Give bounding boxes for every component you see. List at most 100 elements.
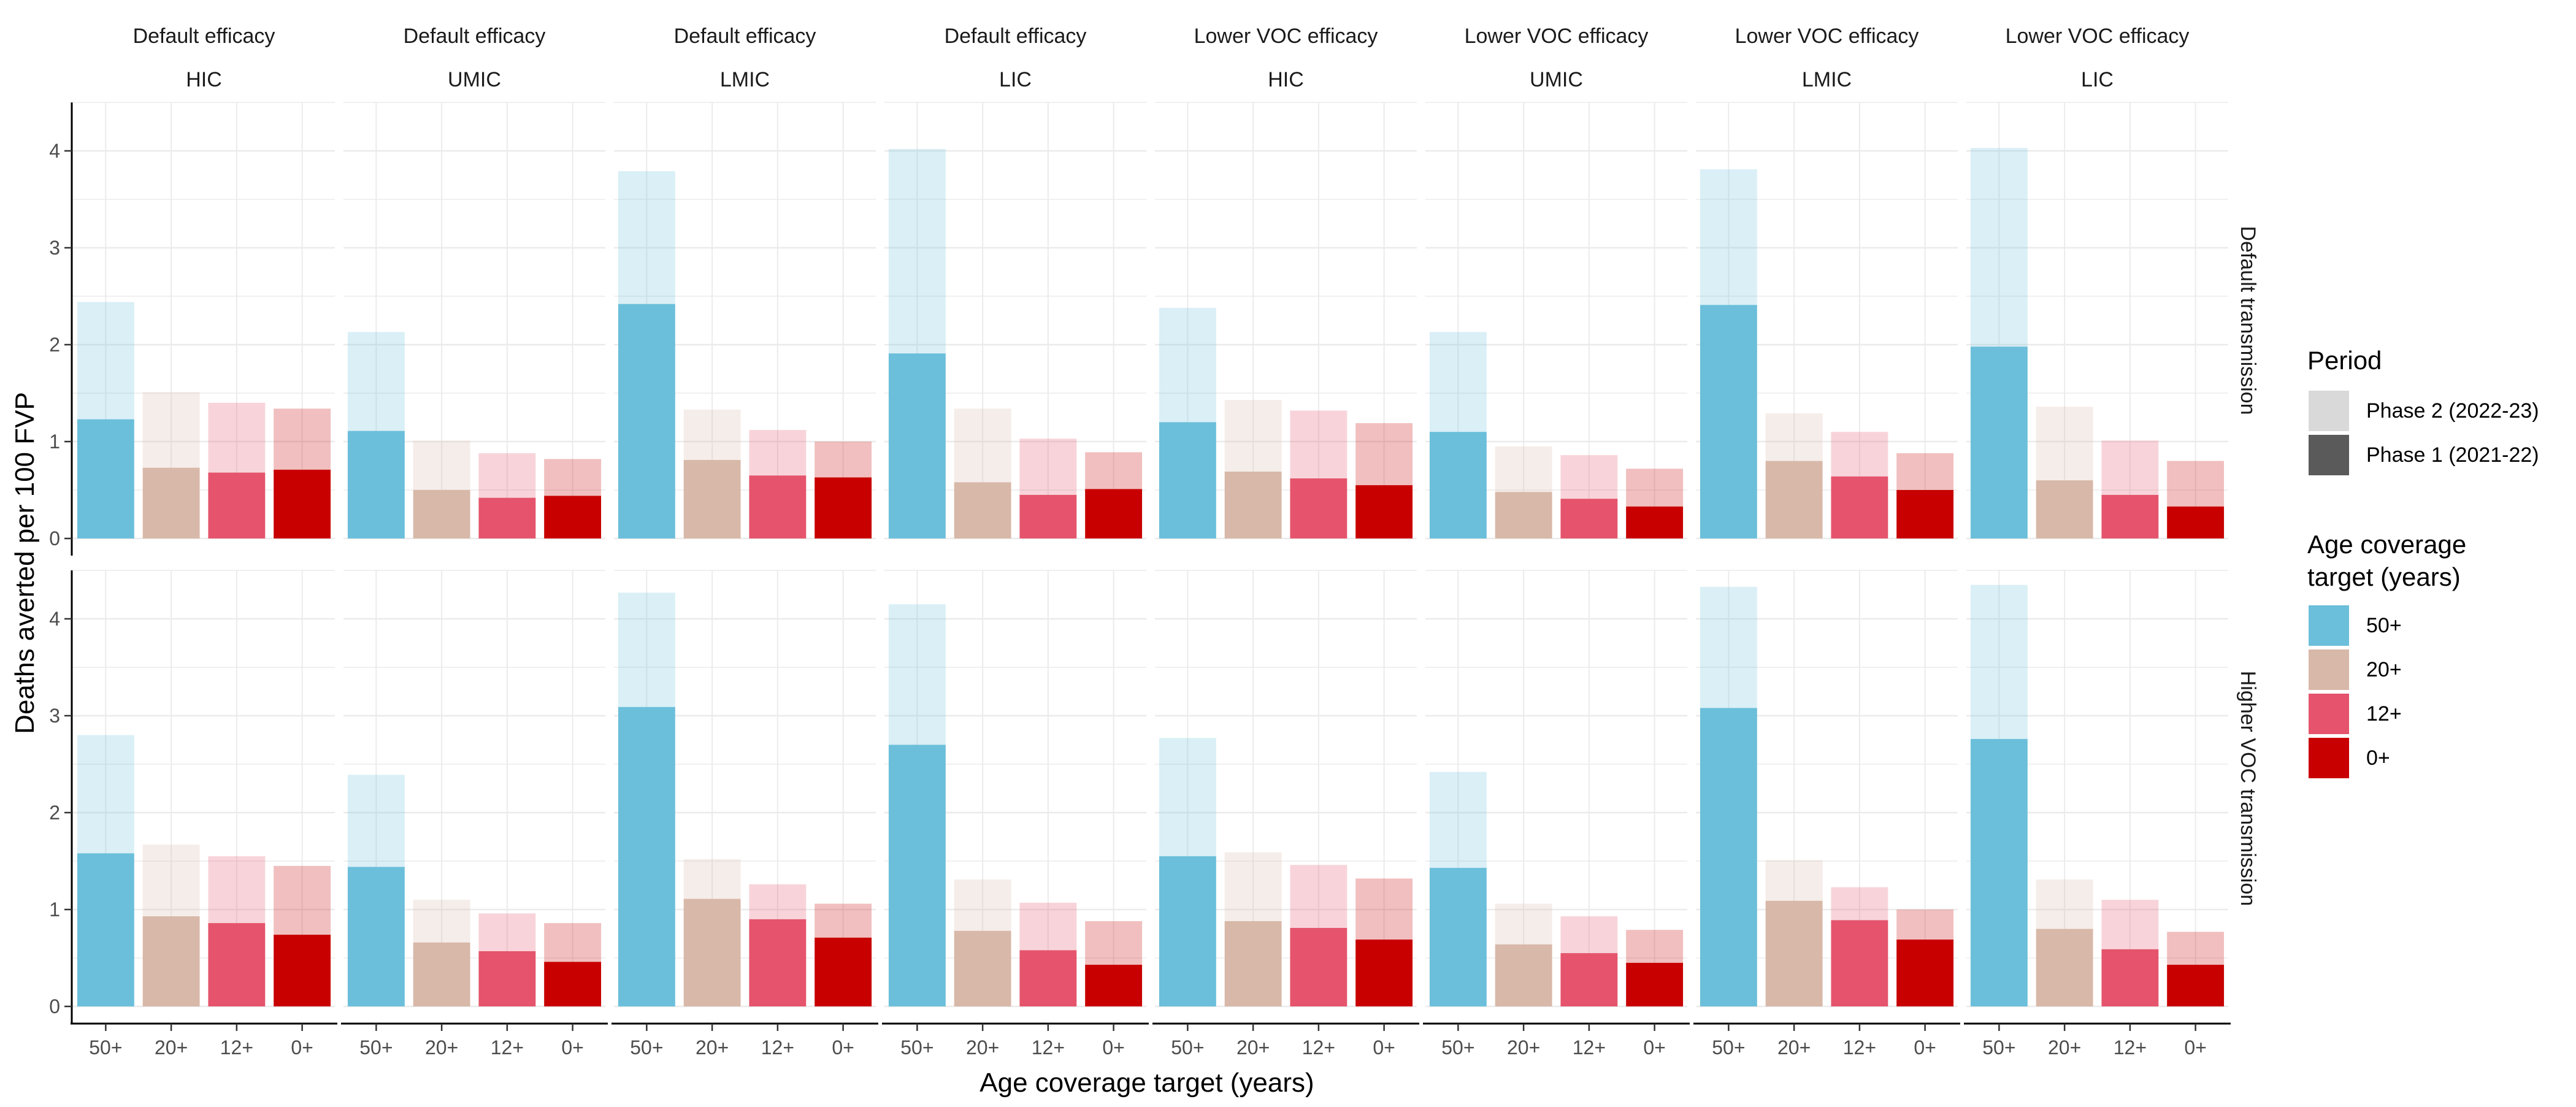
bar-phase1-20+ [413, 490, 470, 538]
bar-phase2-12+ [1290, 865, 1347, 929]
bar-phase2-12+ [478, 453, 536, 498]
x-tick-label: 50+ [630, 1036, 663, 1059]
bar-phase2-12+ [749, 884, 807, 919]
row-facet-label: Higher VOC transmission [2236, 671, 2260, 906]
bar-phase2-20+ [1495, 446, 1552, 492]
bar-phase1-50+ [347, 867, 405, 1006]
facet-label-income: UMIC [1530, 68, 1583, 91]
x-tick-label: 50+ [900, 1036, 933, 1059]
bar-phase2-20+ [142, 392, 200, 468]
bar-phase2-20+ [954, 879, 1011, 931]
bar-phase2-50+ [77, 735, 134, 854]
bar-phase1-50+ [1970, 738, 2028, 1006]
bar-phase1-12+ [749, 475, 807, 538]
bar-phase2-0+ [2167, 932, 2225, 965]
bar-phase1-50+ [1429, 432, 1487, 538]
bar-phase2-12+ [208, 856, 266, 924]
bar-phase1-20+ [413, 942, 470, 1006]
bar-phase1-12+ [1290, 928, 1347, 1006]
bar-phase1-12+ [2101, 949, 2159, 1006]
bar-phase2-12+ [208, 402, 266, 473]
bar-phase2-0+ [815, 903, 872, 938]
x-tick-label: 12+ [491, 1036, 524, 1059]
facet-label-income: LIC [999, 68, 1032, 91]
y-tick-label: 4 [49, 140, 60, 162]
bar-phase1-0+ [1626, 506, 1684, 538]
legend-period-label: Phase 2 (2022-23) [2366, 399, 2539, 423]
bar-phase1-0+ [1626, 962, 1684, 1006]
x-tick-label: 12+ [761, 1036, 794, 1059]
bar-phase2-50+ [1970, 584, 2028, 739]
x-tick-label: 12+ [1302, 1036, 1335, 1059]
x-axis-title: Age coverage target (years) [979, 1068, 1314, 1098]
legend-period-label: Phase 1 (2021-22) [2366, 443, 2539, 467]
legend-age-swatch [2309, 605, 2349, 646]
bar-phase1-20+ [142, 916, 200, 1006]
bar-phase2-50+ [1429, 772, 1487, 868]
panel-r0-c3 [884, 102, 1146, 540]
bar-phase2-12+ [1831, 432, 1888, 477]
legend-age-swatch [2309, 694, 2349, 734]
bar-phase1-0+ [1896, 490, 1954, 538]
bar-phase2-20+ [683, 409, 741, 461]
panel-r1-c3 [884, 570, 1146, 1008]
x-tick-label: 50+ [359, 1036, 393, 1059]
x-tick-label: 50+ [1171, 1036, 1204, 1059]
x-tick-label: 50+ [1982, 1036, 2015, 1059]
bar-phase1-12+ [1019, 494, 1077, 538]
facet-label-efficacy: Lower VOC efficacy [1465, 25, 1649, 48]
bar-phase2-12+ [2101, 440, 2159, 495]
bar-phase1-50+ [618, 707, 675, 1006]
bar-phase2-50+ [1700, 586, 1757, 708]
x-tick-label: 20+ [155, 1036, 188, 1059]
bar-phase2-20+ [1765, 860, 1823, 901]
y-tick-label: 4 [49, 608, 60, 630]
bar-phase2-50+ [888, 604, 946, 745]
bar-phase1-12+ [2101, 494, 2159, 538]
bar-phase2-0+ [1355, 423, 1413, 486]
bar-phase2-12+ [1831, 887, 1888, 921]
x-tick-label: 20+ [2048, 1036, 2081, 1059]
legend-age-label: 12+ [2366, 702, 2402, 726]
bar-phase1-0+ [544, 962, 602, 1006]
x-tick-label: 50+ [1441, 1036, 1474, 1059]
bar-phase2-0+ [815, 442, 872, 478]
bar-phase1-20+ [1224, 921, 1282, 1006]
bar-phase1-20+ [2036, 480, 2093, 538]
x-tick-label: 12+ [1843, 1036, 1876, 1059]
legend-period-title: Period [2307, 346, 2382, 375]
row-facet-label: Default transmission [2236, 226, 2260, 415]
y-tick-label: 1 [49, 431, 60, 453]
bar-phase2-12+ [749, 430, 807, 476]
bar-phase2-12+ [2101, 900, 2159, 949]
legend-period-swatch [2309, 391, 2349, 431]
bar-phase1-12+ [208, 472, 266, 538]
bar-phase2-50+ [1970, 148, 2028, 347]
x-tick-label: 12+ [220, 1036, 253, 1059]
x-tick-label: 0+ [1373, 1036, 1395, 1059]
bar-phase2-0+ [544, 923, 602, 962]
bar-phase1-20+ [1765, 461, 1823, 538]
bar-phase1-50+ [1700, 305, 1757, 538]
bar-phase1-50+ [347, 431, 405, 538]
bar-phase2-0+ [1626, 930, 1684, 963]
legend-age-title-line2: target (years) [2307, 562, 2461, 591]
facet-label-income: UMIC [448, 68, 501, 91]
bar-phase2-20+ [683, 859, 741, 899]
bar-phase1-0+ [1355, 939, 1413, 1006]
bar-phase2-0+ [274, 865, 331, 935]
x-tick-label: 0+ [1914, 1036, 1936, 1059]
facet-label-efficacy: Lower VOC efficacy [2006, 25, 2190, 48]
bar-phase1-20+ [142, 467, 200, 538]
bar-phase2-0+ [544, 459, 602, 496]
bar-phase1-0+ [1896, 939, 1954, 1006]
x-tick-label: 20+ [425, 1036, 458, 1059]
facet-label-efficacy: Lower VOC efficacy [1735, 25, 1919, 48]
panel-r1-c2 [614, 570, 876, 1008]
bar-phase2-12+ [1019, 902, 1077, 951]
bar-phase1-50+ [77, 853, 134, 1006]
bar-phase2-20+ [2036, 407, 2093, 481]
legend-age-label: 0+ [2366, 746, 2390, 770]
panel-r1-c4 [1155, 570, 1417, 1008]
legend-age-label: 50+ [2366, 614, 2402, 637]
